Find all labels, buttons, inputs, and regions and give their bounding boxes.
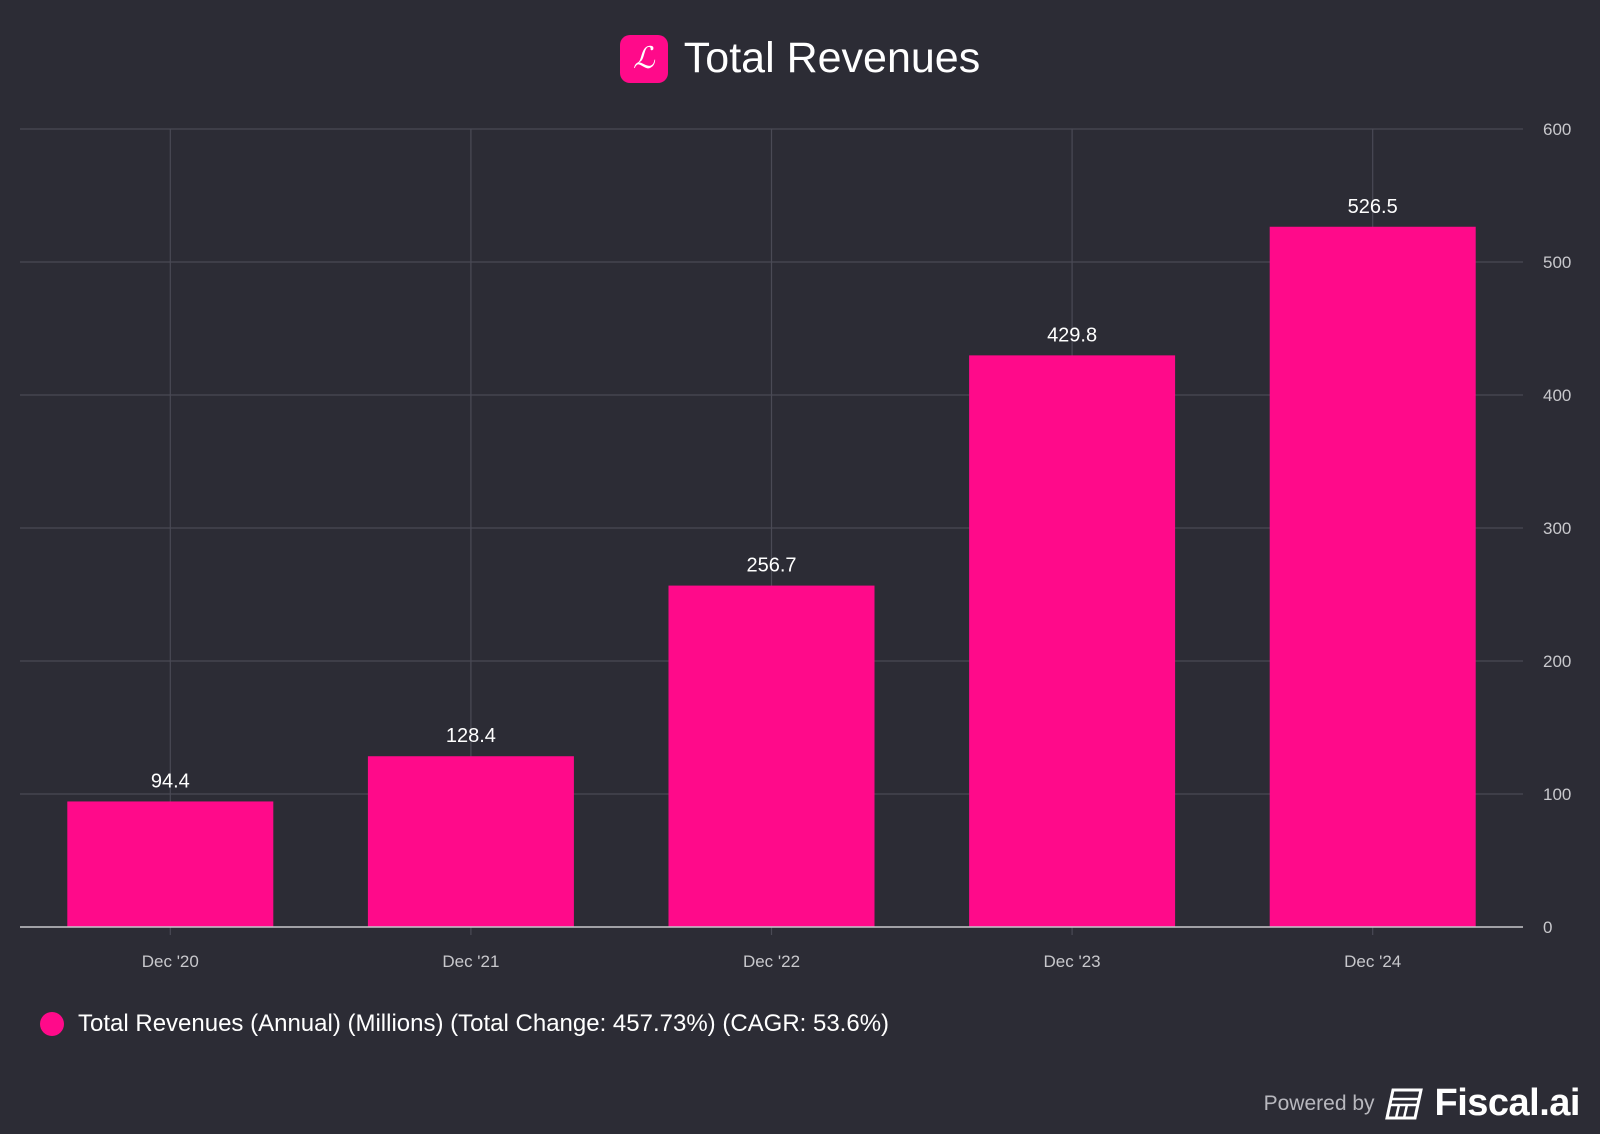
bar — [668, 585, 875, 927]
bar — [367, 756, 574, 927]
legend-marker-icon — [40, 1012, 64, 1036]
y-tick-label: 300 — [1543, 519, 1571, 538]
x-tick-label: Dec '20 — [142, 952, 199, 971]
chart-title: ℒ Total Revenues — [0, 34, 1600, 83]
y-tick-label: 500 — [1543, 253, 1571, 272]
data-label: 94.4 — [151, 770, 190, 792]
bar — [67, 801, 274, 927]
chart-title-text: Total Revenues — [683, 34, 981, 82]
bar — [1269, 226, 1476, 927]
data-label: 526.5 — [1348, 196, 1398, 218]
data-label: 128.4 — [446, 725, 496, 747]
powered-by-text: Powered by — [1263, 1091, 1375, 1115]
legend[interactable]: Total Revenues (Annual) (Millions) (Tota… — [40, 1010, 889, 1038]
legend-label: Total Revenues (Annual) (Millions) (Tota… — [78, 1010, 890, 1037]
y-tick-label: 100 — [1543, 785, 1571, 804]
bar — [969, 355, 1176, 928]
brand-name: Fiscal.ai — [1434, 1082, 1581, 1124]
y-tick-label: 200 — [1543, 652, 1571, 671]
y-tick-label: 0 — [1543, 918, 1552, 937]
bar-chart: 0 100 200 300 400 500 600 94.4 Dec '20 128.4 Dec '… — [20, 120, 1571, 971]
data-label: 256.7 — [746, 555, 796, 577]
x-tick-label: Dec '23 — [1044, 952, 1101, 971]
y-tick-label: 600 — [1543, 120, 1571, 139]
y-tick-label: 400 — [1543, 386, 1571, 405]
company-logo-icon: ℒ — [619, 34, 668, 83]
footer-attribution: Powered by Fiscal.ai — [1263, 1082, 1581, 1125]
x-tick-label: Dec '24 — [1344, 952, 1401, 971]
data-label: 429.8 — [1047, 324, 1097, 346]
x-tick-label: Dec '22 — [743, 952, 800, 971]
x-tick-label: Dec '21 — [442, 952, 499, 971]
fiscal-logo-icon — [1384, 1088, 1423, 1119]
